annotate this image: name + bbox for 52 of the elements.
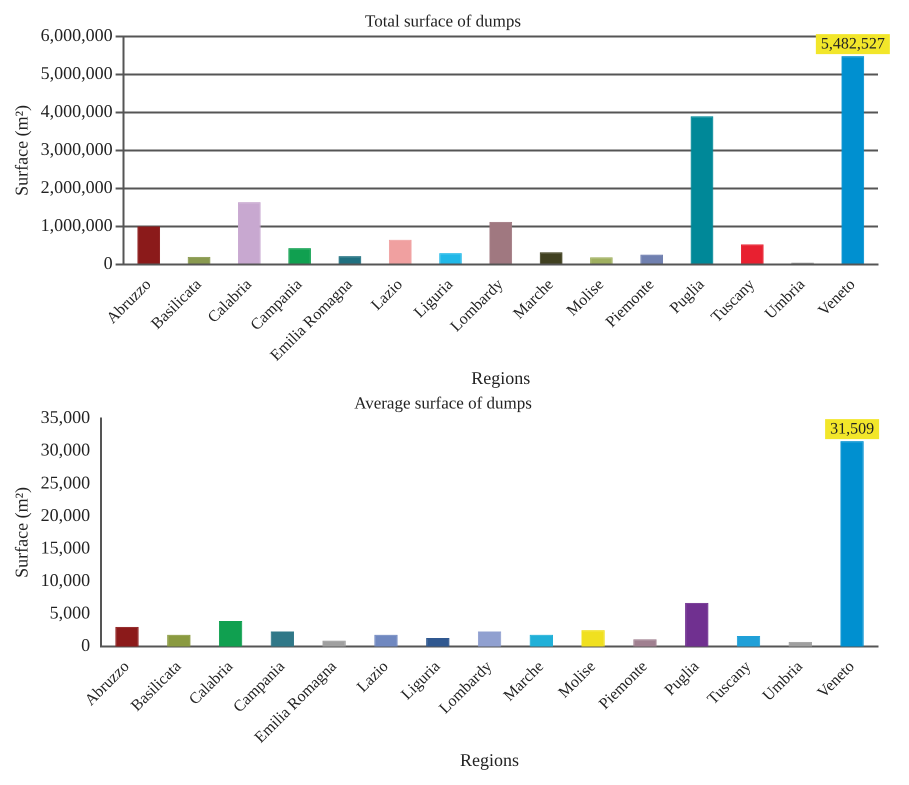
- y-tick-label: 6,000,000: [40, 25, 113, 46]
- bar: [439, 253, 462, 264]
- y-tick-label: 5,000: [50, 602, 90, 623]
- bar: [540, 252, 562, 264]
- y-tick-label: 20,000: [40, 504, 90, 525]
- y-tick-label: 2,000,000: [40, 177, 113, 198]
- y-axis-title: Surface (m²): [12, 487, 32, 578]
- bar: [167, 634, 190, 646]
- y-tick-label: 35,000: [40, 407, 90, 428]
- bar: [478, 631, 502, 646]
- bar: [690, 116, 714, 264]
- bar: [288, 248, 311, 264]
- y-tick-label: 4,000,000: [40, 101, 113, 122]
- bar: [374, 634, 398, 646]
- bar: [685, 602, 708, 646]
- bar: [338, 256, 362, 264]
- bar: [530, 634, 553, 646]
- bar: [788, 642, 812, 646]
- chart-title: Average surface of dumps: [354, 394, 532, 413]
- data-label: 5,482,527: [820, 35, 885, 52]
- bar: [740, 244, 764, 264]
- y-tick-label: 1,000,000: [40, 215, 113, 236]
- bar: [842, 56, 864, 264]
- bar: [426, 638, 450, 646]
- y-axis-title: Surface (m²): [12, 105, 32, 196]
- bar: [270, 631, 294, 646]
- bar: [115, 626, 139, 646]
- bar: [581, 630, 605, 646]
- y-tick-label: 0: [81, 635, 90, 656]
- bar: [388, 240, 412, 264]
- bar: [238, 202, 261, 264]
- x-axis-title: Regions: [460, 750, 520, 770]
- bar: [218, 621, 242, 646]
- bar: [633, 639, 657, 646]
- chart-title: Total surface of dumps: [364, 12, 522, 31]
- data-label: 31,509: [830, 420, 874, 438]
- bar: [590, 257, 613, 264]
- y-tick-label: 30,000: [40, 440, 90, 460]
- bar: [640, 254, 663, 264]
- bar: [840, 441, 864, 646]
- y-tick-label: 25,000: [40, 472, 90, 492]
- bar: [489, 222, 512, 264]
- y-tick-label: 3,000,000: [40, 139, 113, 160]
- y-tick-label: 10,000: [40, 570, 90, 590]
- bar: [188, 256, 210, 264]
- y-tick-label: 5,000,000: [40, 63, 113, 84]
- y-tick-label: 0: [104, 253, 113, 274]
- bar: [736, 636, 760, 646]
- y-tick-label: 15,000: [40, 537, 90, 558]
- bar: [322, 640, 346, 646]
- bar: [137, 226, 160, 264]
- x-axis-title: Regions: [471, 368, 530, 388]
